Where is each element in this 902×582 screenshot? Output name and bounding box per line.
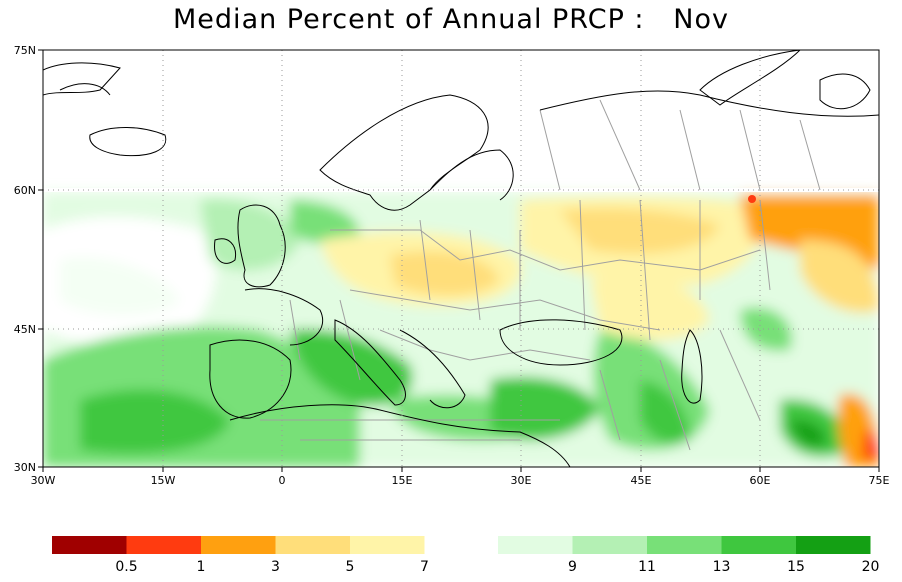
x-tick-label: 45E (631, 474, 652, 487)
legend-swatch (201, 536, 276, 554)
x-tick-label: 30W (31, 474, 56, 487)
map-area (43, 50, 879, 467)
y-tick-label: 45N (14, 323, 36, 336)
y-axis: 75N 60N 45N 30N (14, 44, 43, 474)
admin-borders (260, 99, 821, 451)
legend-swatch (498, 536, 573, 554)
legend-swatch (647, 536, 722, 554)
legend-label: 15 (787, 559, 805, 575)
legend-swatch (572, 536, 647, 554)
legend-cool-group: 9 11 13 15 20 (498, 536, 879, 575)
legend-label: 5 (346, 559, 355, 575)
x-axis: 30W 15W 0 15E 30E 45E 60E 75E (31, 467, 890, 487)
legend-label: 13 (713, 559, 731, 575)
precip-field (43, 192, 879, 467)
map-frame (42, 49, 880, 468)
x-tick-label: 0 (279, 474, 286, 487)
legend-swatch (721, 536, 796, 554)
color-legend: 0.5 1 3 5 7 9 11 13 15 20 (52, 536, 879, 575)
legend-swatch (275, 536, 350, 554)
y-tick-label: 75N (14, 44, 36, 57)
x-tick-label: 15E (392, 474, 413, 487)
x-tick-label: 60E (750, 474, 771, 487)
legend-swatch (52, 536, 127, 554)
legend-swatch (126, 536, 201, 554)
x-tick-label: 30E (511, 474, 532, 487)
legend-label: 0.5 (115, 559, 137, 575)
legend-label: 20 (862, 559, 880, 575)
y-tick-label: 30N (14, 461, 36, 474)
legend-label: 9 (568, 559, 577, 575)
legend-label: 11 (638, 559, 656, 575)
hotspot-marker (748, 195, 756, 203)
coastlines (43, 50, 879, 467)
legend-label: 1 (197, 559, 206, 575)
legend-label: 7 (420, 559, 429, 575)
legend-label: 3 (271, 559, 280, 575)
y-tick-label: 60N (14, 184, 36, 197)
x-tick-label: 75E (869, 474, 890, 487)
chart-title: Median Percent of Annual PRCP : Nov (173, 4, 729, 35)
legend-swatch (796, 536, 871, 554)
x-tick-label: 15W (151, 474, 176, 487)
legend-warm-group: 0.5 1 3 5 7 (52, 536, 429, 575)
legend-swatch (350, 536, 425, 554)
